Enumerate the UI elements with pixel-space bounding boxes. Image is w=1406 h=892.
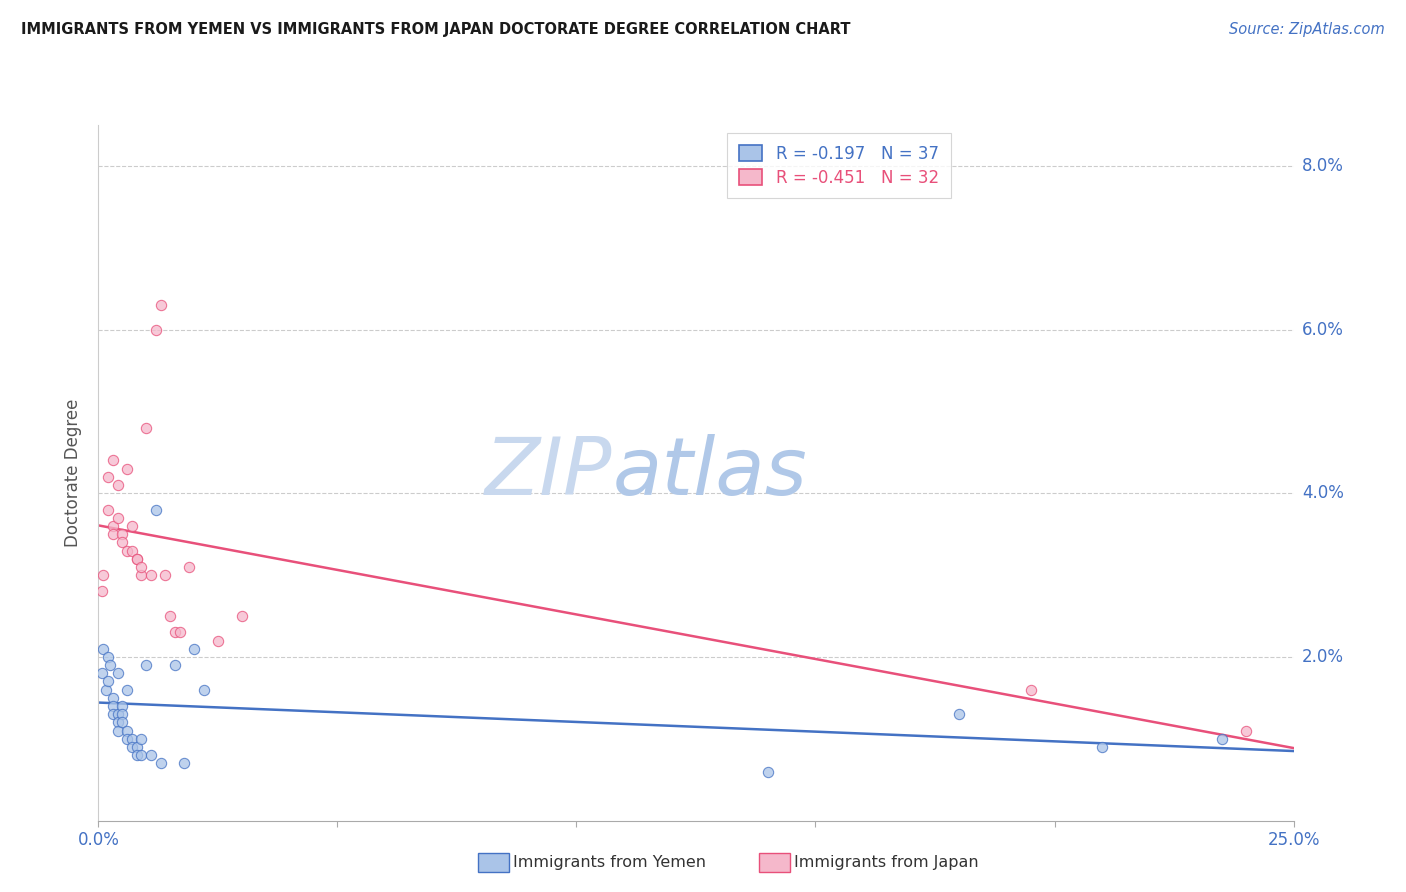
Point (163, 625, 186, 640)
Text: 8.0%: 8.0% (1302, 157, 1344, 175)
Point (97, 502, 120, 516)
Point (193, 682, 215, 697)
Point (149, 756, 172, 771)
Point (111, 535, 134, 549)
Point (115, 723, 138, 738)
Point (125, 551, 148, 566)
Point (98, 658, 122, 673)
Point (111, 527, 134, 541)
Point (131, 560, 153, 574)
Point (756, 764, 779, 779)
Point (149, 298, 172, 312)
Text: 6.0%: 6.0% (1302, 320, 1344, 339)
Point (97, 470, 120, 484)
Point (169, 625, 191, 640)
Point (179, 560, 201, 574)
Point (101, 699, 124, 714)
Point (111, 707, 134, 722)
Point (97, 674, 120, 689)
Point (231, 609, 253, 624)
Point (183, 641, 205, 656)
Point (107, 666, 129, 681)
Point (948, 707, 970, 722)
Point (115, 461, 138, 475)
Point (97, 649, 120, 664)
Point (101, 690, 124, 705)
Point (107, 510, 129, 524)
Point (101, 707, 124, 722)
Point (125, 739, 148, 754)
Point (111, 715, 134, 730)
Point (125, 748, 148, 763)
Point (135, 658, 157, 673)
Point (121, 543, 143, 558)
Point (139, 568, 162, 582)
Point (121, 519, 143, 533)
Point (159, 609, 181, 624)
Point (101, 527, 124, 541)
Point (91, 641, 114, 656)
Point (115, 731, 138, 746)
Point (101, 453, 124, 467)
Point (125, 551, 148, 566)
Point (1091, 739, 1114, 754)
Point (163, 658, 186, 673)
Text: Immigrants from Yemen: Immigrants from Yemen (513, 855, 706, 870)
Point (91, 568, 114, 582)
Text: Immigrants from Japan: Immigrants from Japan (794, 855, 979, 870)
Point (115, 682, 138, 697)
Point (115, 543, 138, 558)
Point (131, 748, 153, 763)
Text: 2.0%: 2.0% (1302, 648, 1344, 666)
Point (111, 699, 134, 714)
Text: Source: ZipAtlas.com: Source: ZipAtlas.com (1229, 22, 1385, 37)
Y-axis label: Doctorate Degree: Doctorate Degree (65, 399, 83, 547)
Point (145, 322, 167, 336)
Point (91, 666, 114, 681)
Point (207, 633, 229, 648)
Point (1019, 682, 1042, 697)
Point (94, 682, 117, 697)
Text: 4.0%: 4.0% (1302, 484, 1344, 502)
Point (1234, 723, 1257, 738)
Point (155, 568, 177, 582)
Point (131, 731, 153, 746)
Text: atlas: atlas (612, 434, 807, 512)
Point (121, 739, 143, 754)
Point (107, 715, 129, 730)
Point (135, 421, 157, 435)
Point (101, 519, 124, 533)
Point (1211, 731, 1233, 746)
Point (131, 568, 153, 582)
Point (107, 723, 129, 738)
Point (91, 584, 114, 599)
Point (173, 756, 195, 771)
Legend: R = -0.197   N = 37, R = -0.451   N = 32: R = -0.197 N = 37, R = -0.451 N = 32 (727, 133, 950, 198)
Text: IMMIGRANTS FROM YEMEN VS IMMIGRANTS FROM JAPAN DOCTORATE DEGREE CORRELATION CHAR: IMMIGRANTS FROM YEMEN VS IMMIGRANTS FROM… (21, 22, 851, 37)
Point (139, 748, 162, 763)
Point (107, 707, 129, 722)
Text: ZIP: ZIP (485, 434, 612, 512)
Point (121, 731, 143, 746)
Point (107, 478, 129, 492)
Point (145, 502, 167, 516)
